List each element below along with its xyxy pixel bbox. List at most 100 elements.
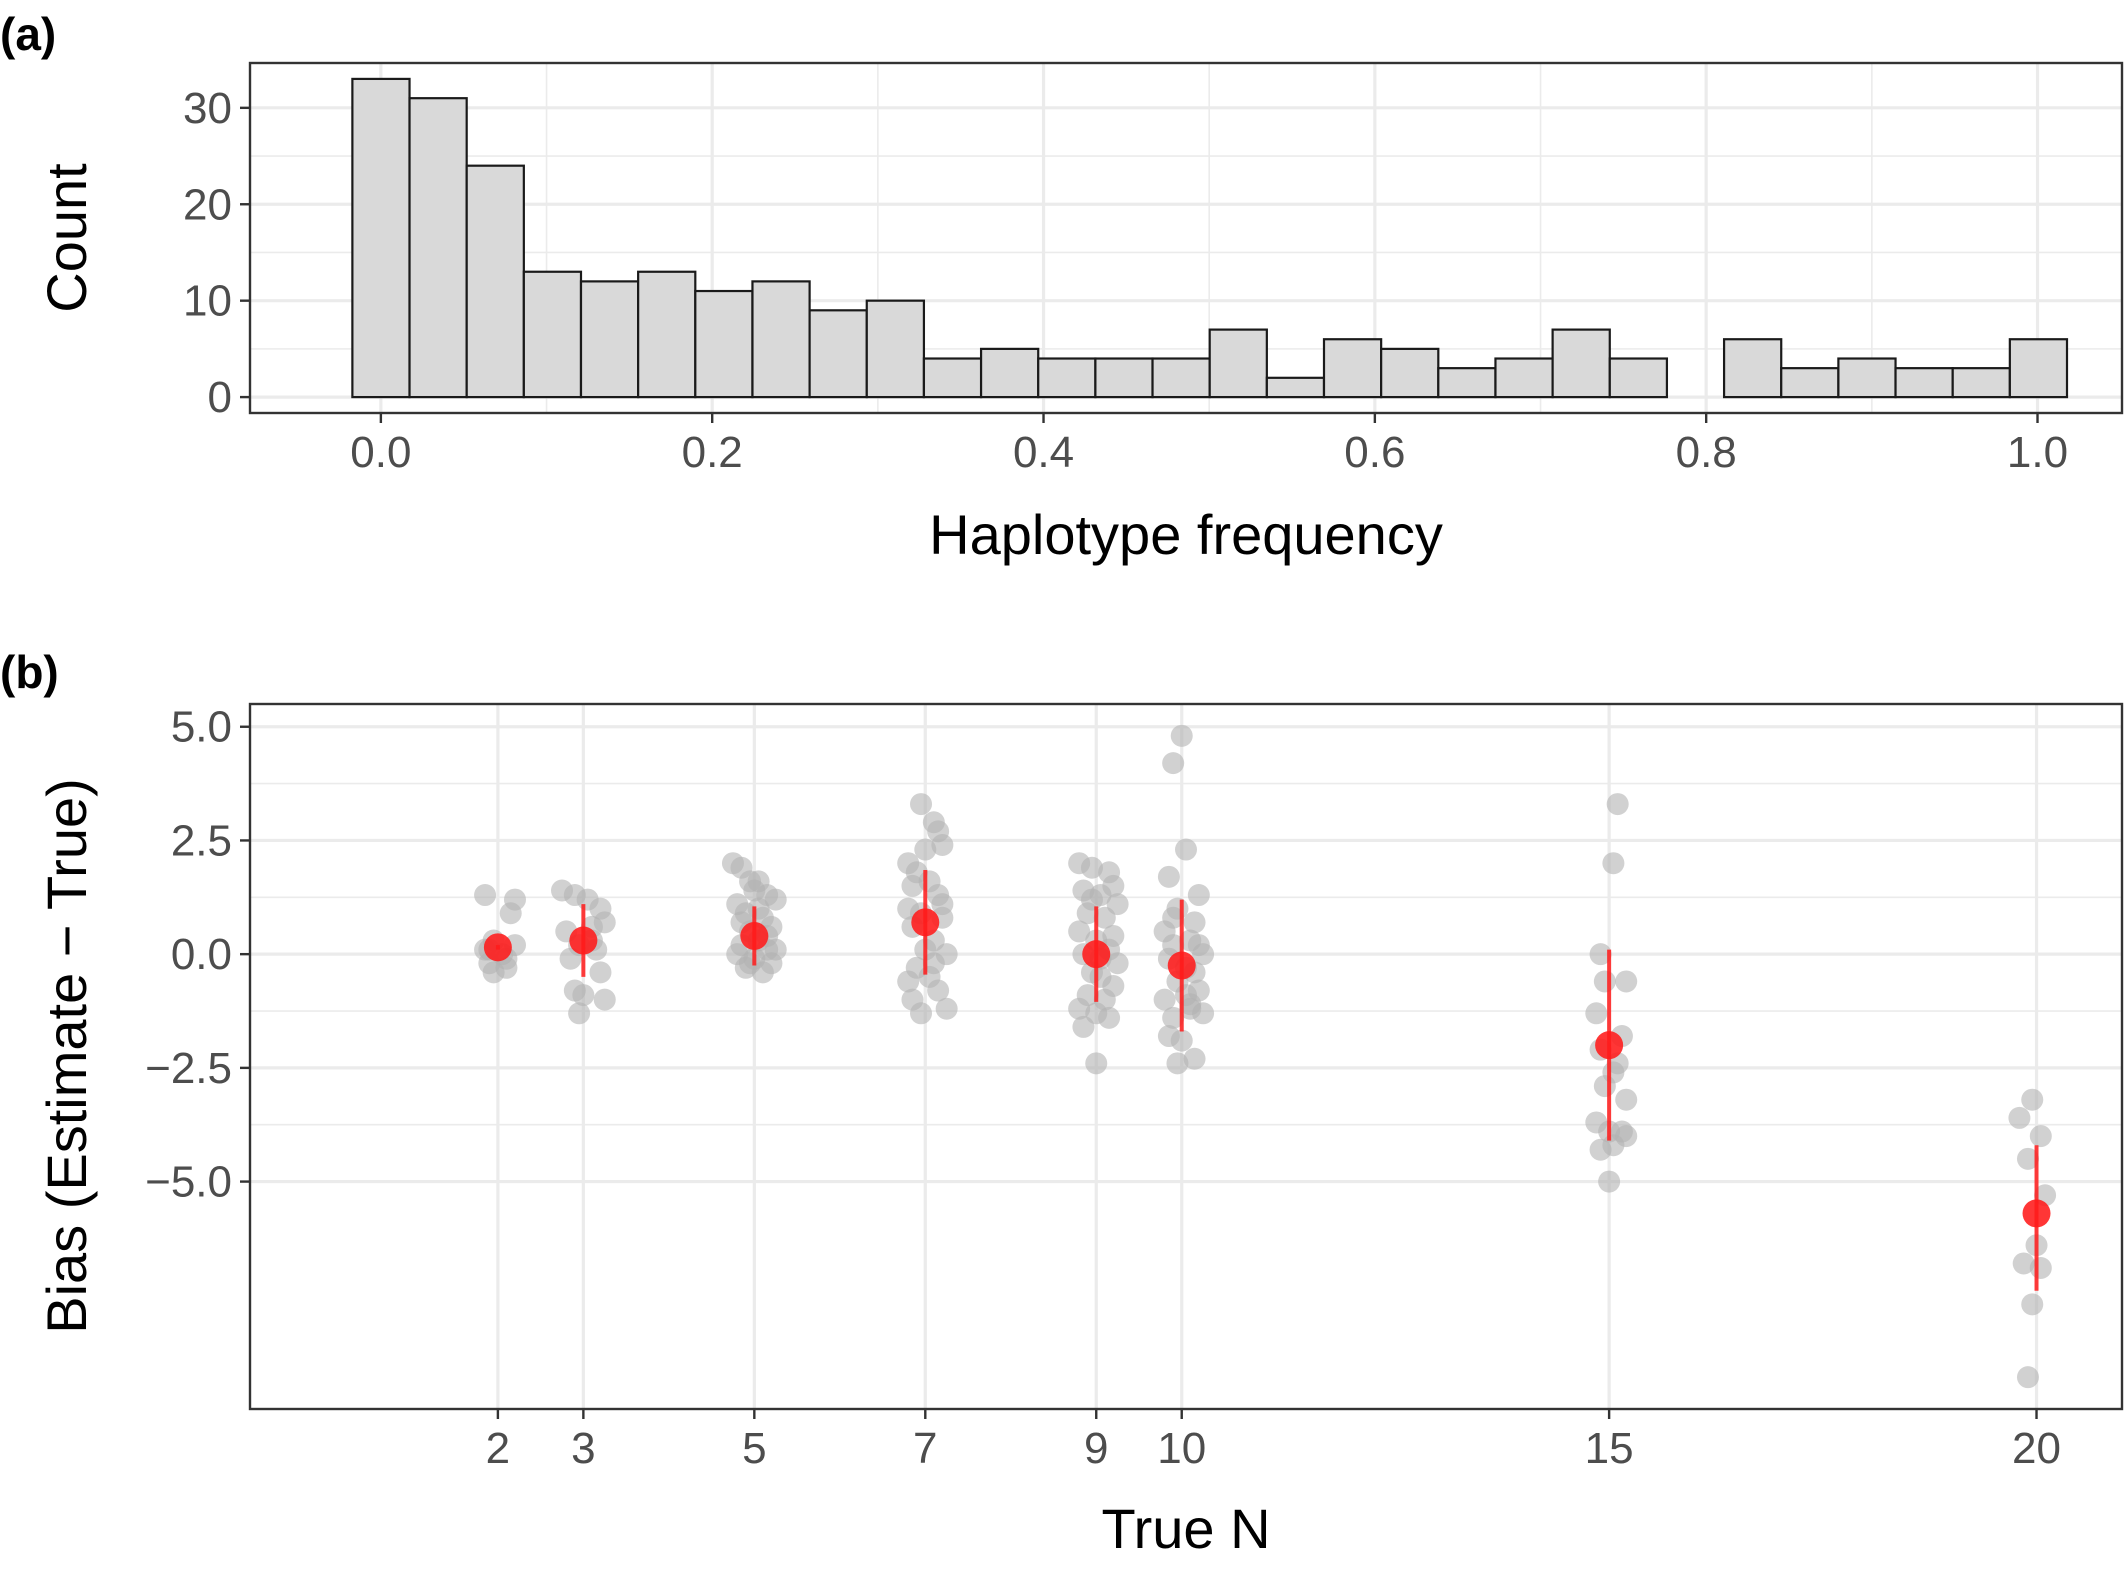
raw-point: [1615, 1125, 1638, 1148]
raw-point: [1170, 724, 1193, 747]
bias-panel-border: [248, 702, 2124, 1411]
raw-point: [1585, 1002, 1608, 1025]
histogram-bar: [465, 164, 525, 399]
x-tick-label: 7: [913, 1424, 937, 1473]
histogram-bar: [2008, 338, 2069, 399]
y-tick-label: 0.0: [171, 930, 232, 979]
raw-point: [1072, 1015, 1095, 1038]
histogram-bar: [1437, 367, 1497, 399]
mean-point: [2022, 1199, 2051, 1228]
histogram-bar: [808, 309, 868, 399]
mean-point: [911, 908, 940, 937]
bias-summary-markers: [483, 870, 2051, 1291]
panel-a-label: (a): [0, 8, 56, 60]
histogram-bar: [579, 280, 640, 399]
raw-point: [1187, 884, 1210, 907]
x-tick-label: 0.0: [350, 428, 411, 477]
raw-point: [1162, 1006, 1185, 1029]
histogram-bar: [1722, 338, 1783, 399]
x-tick-label: 0.8: [1676, 428, 1737, 477]
y-tick-label: 0: [208, 373, 232, 422]
histogram-panel: (a) 0.0 0.2 0.4 0.6 0.8 1.0 0 10 20 30 Haplotype …: [0, 8, 2124, 566]
y-tick-label: −2.5: [145, 1044, 232, 1093]
histogram-bar: [1322, 338, 1383, 399]
raw-point: [1606, 793, 1629, 816]
y-tick-label: 10: [183, 277, 232, 326]
x-tick-label: 1.0: [2007, 428, 2068, 477]
histogram-y-axis-title: Count: [35, 163, 98, 313]
raw-point: [897, 970, 920, 993]
raw-point: [2012, 1252, 2035, 1275]
y-tick-label: 30: [183, 84, 232, 133]
raw-point: [922, 952, 945, 975]
x-tick-label: 2: [486, 1424, 510, 1473]
mean-point: [1167, 951, 1196, 980]
y-tick-label: 5.0: [171, 703, 232, 752]
raw-point: [1598, 1170, 1621, 1193]
bias-y-axis-title: Bias (Estimate − True): [35, 778, 98, 1334]
raw-point: [914, 838, 937, 861]
raw-point: [2029, 1125, 2052, 1148]
raw-point: [1183, 1047, 1206, 1070]
raw-point: [2016, 1366, 2039, 1389]
x-tick-label: 3: [571, 1424, 595, 1473]
mean-point: [1082, 940, 1111, 969]
raw-point: [1602, 852, 1625, 875]
raw-point: [572, 984, 595, 1007]
histogram-panel-border: [248, 61, 2124, 415]
histogram-bar: [1894, 367, 1954, 399]
histogram-bar: [1265, 376, 1326, 399]
y-tick-label: 20: [183, 180, 232, 229]
histogram-bar: [1151, 357, 1211, 399]
histogram-bar: [751, 280, 811, 399]
raw-point: [1162, 752, 1185, 775]
histogram-bar: [1608, 357, 1669, 399]
x-tick-label: 0.4: [1013, 428, 1074, 477]
raw-point: [1093, 906, 1116, 929]
histogram-bar: [922, 357, 983, 399]
raw-point: [1175, 838, 1197, 861]
raw-point: [559, 947, 582, 970]
x-tick-label: 20: [2012, 1424, 2061, 1473]
raw-point: [1153, 988, 1176, 1011]
raw-point: [1085, 1052, 1108, 1075]
bias-x-axis-title: True N: [1101, 1497, 1270, 1560]
bias-ticks: 2 3 5 7 9 10 15 20 5.0 2.5 0.0 −2.5 −5.0: [145, 703, 2061, 1473]
mean-point: [483, 933, 512, 962]
raw-point: [910, 1002, 933, 1025]
raw-point: [1593, 1075, 1616, 1098]
raw-point: [2029, 1257, 2052, 1279]
raw-point: [1183, 911, 1206, 934]
raw-point: [927, 979, 950, 1002]
histogram-bar: [1951, 367, 2011, 399]
histogram-bar: [1551, 328, 1611, 399]
raw-point: [1589, 943, 1612, 966]
raw-point: [589, 961, 612, 984]
x-tick-label: 0.2: [682, 428, 743, 477]
x-tick-label: 10: [1157, 1424, 1206, 1473]
histogram-bar: [865, 299, 926, 399]
raw-point: [1080, 856, 1103, 879]
raw-point: [1068, 997, 1091, 1020]
histogram-bar: [1037, 357, 1097, 399]
histogram-ticks: 0.0 0.2 0.4 0.6 0.8 1.0 0 10 20 30: [183, 84, 2068, 477]
x-tick-label: 15: [1585, 1424, 1634, 1473]
raw-point: [568, 1002, 591, 1025]
raw-point: [764, 938, 787, 961]
histogram-bar: [1837, 357, 1897, 399]
histogram-bar: [979, 347, 1040, 399]
mean-point: [569, 926, 598, 955]
histogram-bar: [1780, 367, 1840, 399]
histogram-x-axis-title: Haplotype frequency: [929, 503, 1443, 566]
histogram-bar: [1494, 357, 1554, 399]
raw-point: [1615, 970, 1638, 993]
raw-point: [2008, 1106, 2031, 1129]
raw-point: [1593, 970, 1616, 993]
x-tick-label: 5: [742, 1424, 766, 1473]
raw-point: [747, 897, 770, 920]
histogram-bar: [694, 289, 754, 399]
raw-point: [2021, 1088, 2044, 1111]
raw-point: [931, 834, 954, 856]
raw-point: [935, 997, 958, 1020]
